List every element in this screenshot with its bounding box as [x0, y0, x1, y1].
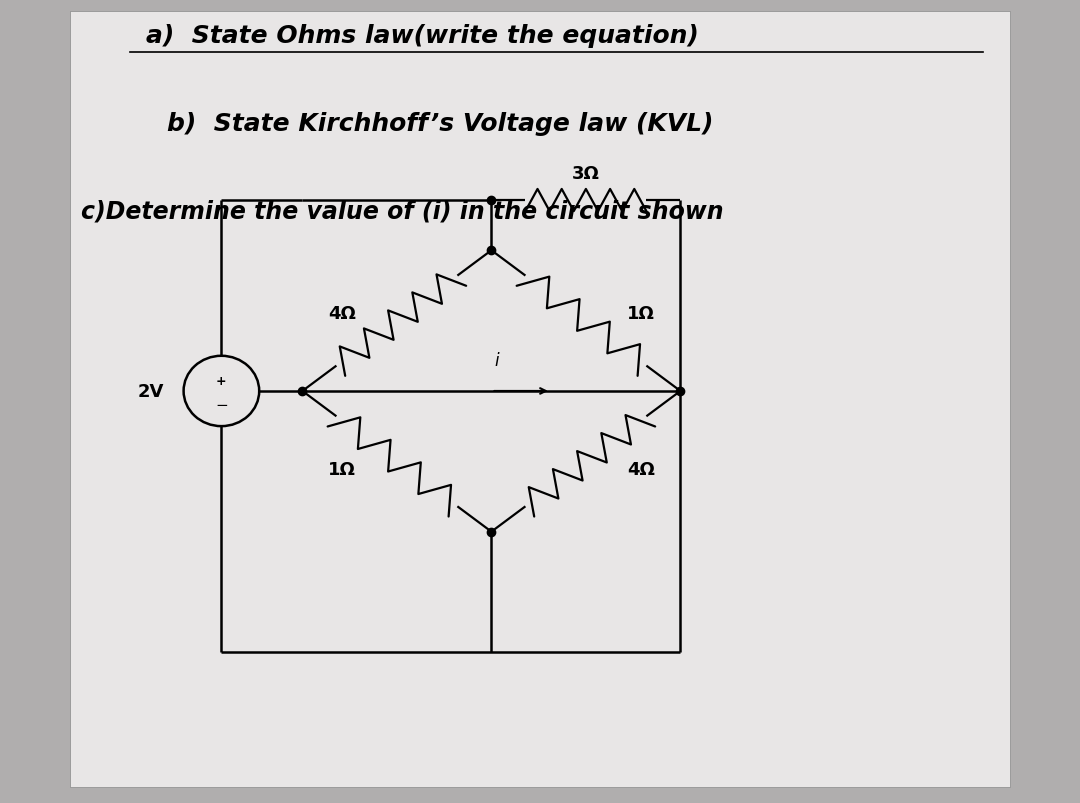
Text: −: −	[215, 397, 228, 412]
Text: b)  State Kirchhoff’s Voltage law (KVL): b) State Kirchhoff’s Voltage law (KVL)	[167, 112, 714, 136]
Text: 1Ω: 1Ω	[328, 461, 356, 479]
Text: 3Ω: 3Ω	[572, 165, 599, 183]
Text: c)Determine the value of (i) in the circuit shown: c)Determine the value of (i) in the circ…	[81, 199, 724, 222]
Text: i: i	[495, 352, 499, 369]
Text: 4Ω: 4Ω	[328, 304, 356, 322]
Text: 4Ω: 4Ω	[626, 461, 654, 479]
Text: 2V: 2V	[138, 382, 164, 401]
Text: a)  State Ohms law(write the equation): a) State Ohms law(write the equation)	[146, 24, 699, 48]
Text: +: +	[216, 375, 227, 388]
Text: 1Ω: 1Ω	[626, 304, 654, 322]
Circle shape	[184, 357, 259, 426]
